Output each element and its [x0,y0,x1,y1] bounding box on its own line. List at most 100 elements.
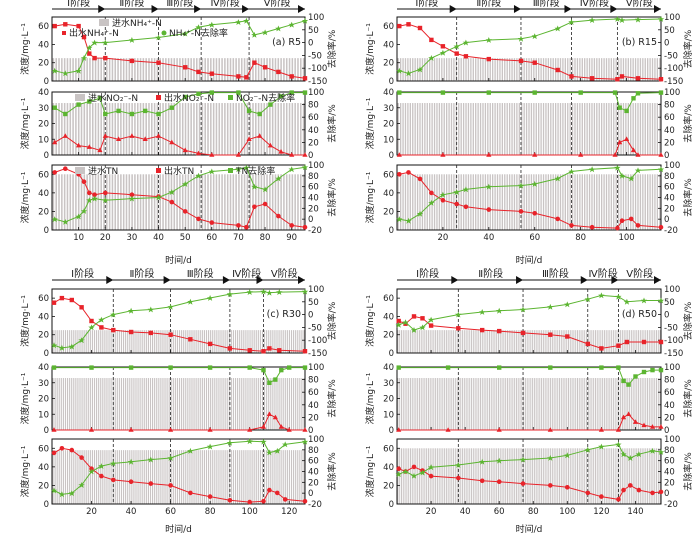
influent-bar [268,330,270,353]
effluent-line [399,23,662,80]
influent-bar [438,58,441,81]
influent-bar [484,103,487,155]
influent-bar [261,378,264,430]
x-tick-label: 100 [559,507,575,517]
influent-bar [222,330,224,353]
influent-bar [523,378,525,430]
influent-bar [516,58,518,81]
influent-bar [240,58,243,81]
influent-bar [263,58,266,81]
stage-label: Ⅴ阶段 [626,0,653,9]
influent-bar [230,450,232,504]
influent-bar [196,58,198,81]
influent-bar [654,58,656,81]
influent-bar [588,58,591,81]
x-tick-label: 20 [437,233,448,243]
influent-bar [133,330,135,353]
influent-bar [106,378,108,430]
influent-bar [471,330,473,353]
removal-point [251,31,258,38]
influent-bar [448,103,450,155]
influent-bar [181,103,184,155]
influent-bar [409,103,411,155]
influent-bar [569,448,571,504]
removal-point [396,216,403,223]
removal-point [50,487,58,494]
influent-bar [118,450,120,504]
influent-bar [125,174,128,230]
influent-bar [625,103,627,155]
removal-point [584,446,591,453]
effluent-point [658,489,664,495]
x-tick-label: 60 [494,507,505,517]
influent-bar [89,58,91,81]
chart-panel: Ⅰ阶段 Ⅱ阶段 Ⅲ阶段 Ⅳ阶段 Ⅴ阶段0204060-150-100-50050100浓… [364,0,694,266]
influent-bar [94,103,97,155]
influent-bar [185,378,187,430]
influent-bar [122,378,125,430]
influent-bar [55,174,57,230]
influent-bar [276,378,278,430]
influent-bar [402,330,404,353]
influent-bar [247,378,249,430]
removal-point [58,491,66,498]
influent-bar [424,448,426,504]
influent-bar [66,174,69,230]
influent-bar [472,330,474,353]
y-right-tick-label: 20 [664,413,675,423]
influent-bar [613,58,615,81]
influent-bar [436,103,438,155]
influent-bar [579,174,581,230]
influent-bar [56,450,58,504]
influent-bar [110,330,112,353]
influent-bar [548,330,550,353]
y-right-axis-title: 去除率/% [682,104,694,143]
removal-point [127,458,135,465]
influent-bar [501,330,503,353]
y-tick-label: 20 [383,59,394,69]
influent-bar [255,103,257,155]
y-right-tick-label: 40 [308,126,319,136]
influent-bar [419,174,421,230]
influent-bar [579,58,581,81]
effluent-point [520,481,526,486]
y-right-tick-label: -150 [308,349,327,359]
influent-bar [566,330,568,353]
removal-point [143,108,148,114]
influent-bar [148,58,150,81]
influent-bar [120,450,123,504]
influent-bar [285,174,288,230]
influent-bar [634,103,637,155]
influent-bar [607,378,609,430]
influent-bar [600,103,603,155]
stage-arrow [194,5,202,13]
effluent-point [624,339,630,345]
influent-bar [496,448,498,504]
stage-label: Ⅰ阶段 [415,0,438,9]
removal-point [568,19,575,25]
influent-bar [408,378,410,430]
influent-bar [611,330,613,353]
effluent-point [486,152,492,157]
influent-bar [66,378,69,430]
influent-bar [647,448,649,504]
influent-bar [69,450,71,504]
influent-bar [288,103,291,155]
influent-bar [535,448,537,504]
removal-point [485,37,492,43]
influent-bar [596,330,598,353]
influent-bar [627,448,629,504]
influent-bar [154,378,156,430]
influent-bar [526,448,528,504]
influent-bar [555,378,557,430]
influent-bar [630,378,632,430]
influent-bar [442,330,444,353]
removal-point [68,343,76,350]
influent-bar [191,330,193,353]
effluent-point [62,133,68,138]
removal-point [396,67,403,74]
removal-point [479,458,486,465]
influent-bar [207,174,209,230]
influent-bar [454,378,456,430]
effluent-point [440,198,446,203]
